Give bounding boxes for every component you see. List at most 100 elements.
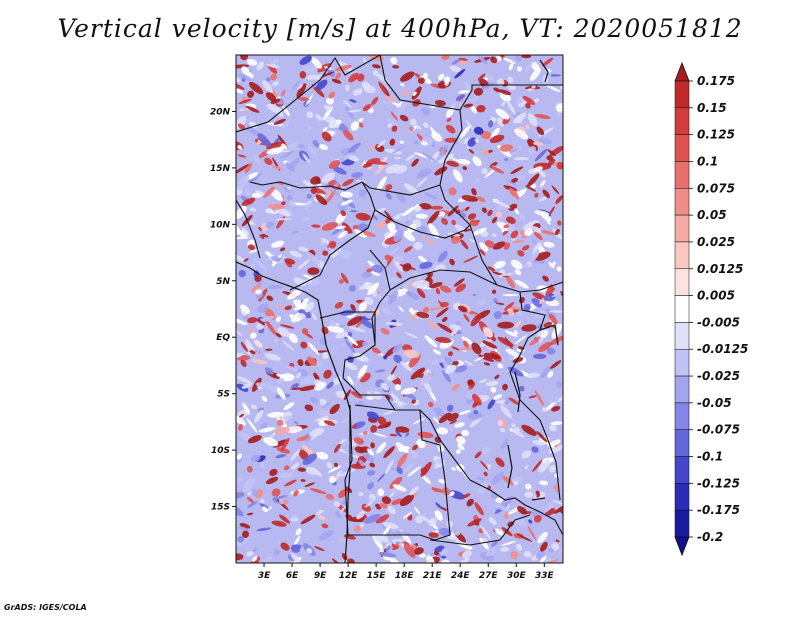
field-cell — [367, 282, 380, 296]
field-cell — [265, 251, 272, 257]
field-cell — [416, 439, 426, 449]
field-cell — [540, 365, 552, 379]
field-cell — [370, 425, 378, 433]
field-cell — [393, 259, 404, 272]
field-cell — [419, 371, 433, 386]
field-cell — [241, 382, 253, 389]
field-cell — [275, 218, 292, 221]
field-cell — [342, 222, 353, 235]
field-cell — [247, 501, 258, 508]
field-cell — [399, 140, 404, 144]
field-cell — [355, 212, 371, 221]
field-cell — [340, 343, 347, 346]
field-cell — [436, 307, 449, 318]
colorbar-label: -0.025 — [697, 369, 740, 383]
field-cell — [396, 272, 402, 279]
lon-tick-label: 6E — [286, 571, 299, 581]
field-cell — [240, 309, 247, 317]
field-cell — [448, 351, 453, 357]
field-cell — [437, 250, 448, 263]
field-cell — [534, 232, 543, 240]
field-cell — [297, 83, 304, 90]
field-cell — [252, 546, 258, 553]
field-cell — [546, 347, 556, 355]
field-cell — [412, 280, 430, 288]
field-cell — [396, 452, 408, 468]
field-cell — [445, 124, 456, 134]
field-cell — [406, 208, 420, 222]
field-cell — [477, 482, 489, 494]
lat-tick-label: 15N — [210, 164, 231, 174]
field-cell — [540, 555, 547, 563]
field-cell — [491, 216, 498, 224]
field-cell — [271, 520, 287, 527]
field-cell — [259, 498, 265, 504]
field-cell — [345, 106, 355, 120]
field-cell — [400, 83, 405, 87]
field-cell — [540, 230, 556, 236]
field-cell — [441, 555, 446, 559]
field-cell — [507, 521, 514, 527]
field-cell — [390, 111, 398, 121]
field-cell — [508, 355, 515, 361]
field-cell — [414, 205, 422, 212]
field-cell — [449, 419, 457, 425]
field-cell — [384, 275, 401, 284]
field-cell — [244, 162, 253, 174]
field-cell — [301, 217, 310, 222]
field-cell — [247, 435, 262, 444]
field-cell — [513, 427, 520, 434]
field-cell — [496, 78, 505, 87]
field-cell — [511, 423, 516, 428]
field-cell — [327, 465, 342, 473]
field-cell — [351, 172, 364, 178]
field-cell — [264, 367, 274, 375]
field-cell — [287, 289, 302, 300]
field-cell — [373, 432, 387, 438]
field-cell — [487, 266, 496, 272]
field-cell — [380, 327, 390, 335]
field-cell — [510, 166, 524, 175]
field-cell — [372, 69, 379, 77]
field-cell — [254, 275, 262, 282]
field-cell — [249, 207, 257, 212]
colorbar-label: -0.005 — [697, 315, 740, 329]
field-cell — [366, 268, 373, 273]
field-cell — [435, 288, 441, 295]
field-cell — [354, 524, 362, 533]
field-cell — [502, 294, 519, 297]
field-cell — [424, 444, 431, 449]
field-cell — [441, 548, 449, 556]
field-cell — [236, 206, 247, 220]
field-cell — [396, 466, 403, 474]
field-cell — [328, 240, 337, 249]
field-cell — [491, 471, 504, 485]
field-cell — [490, 127, 500, 140]
field-cell — [489, 165, 505, 174]
field-cell — [274, 426, 290, 435]
field-cell — [532, 440, 546, 446]
field-cell — [513, 330, 519, 335]
field-cell — [415, 213, 428, 219]
field-cell — [311, 224, 321, 228]
field-cell — [455, 435, 466, 445]
field-cell — [377, 472, 387, 482]
field-cell — [544, 401, 556, 412]
field-cell — [310, 186, 318, 194]
field-cell — [306, 111, 314, 119]
field-cell — [342, 178, 354, 187]
field-cell — [540, 180, 546, 188]
field-cell — [246, 496, 254, 503]
field-cell — [480, 525, 492, 540]
field-cell — [299, 71, 307, 79]
field-cell — [267, 506, 273, 511]
colorbar-label: 0.175 — [697, 74, 735, 88]
field-cell — [492, 394, 503, 400]
field-cell — [482, 340, 498, 349]
field-cell — [273, 549, 280, 556]
field-cell — [435, 502, 442, 509]
field-cell — [339, 152, 354, 163]
field-cell — [309, 488, 327, 495]
field-cell — [463, 103, 474, 108]
field-cell — [514, 279, 529, 289]
